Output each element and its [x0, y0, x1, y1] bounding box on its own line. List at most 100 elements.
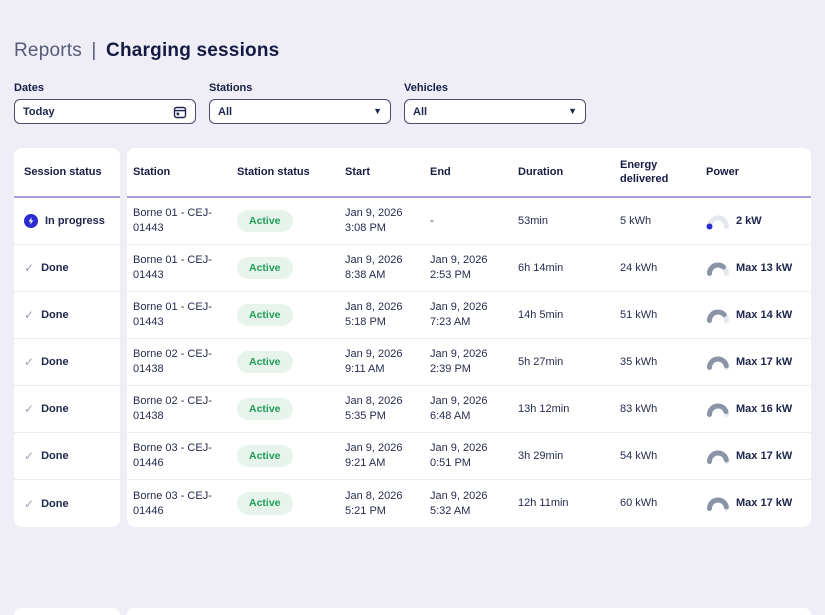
session-row[interactable]: Borne 01 - CEJ-01443 Active Jan 9, 2026 … — [127, 245, 811, 292]
filters-bar: Dates Today Stations All ▼ Vehicles — [14, 82, 811, 124]
session-status-cell[interactable]: ✓ Done — [14, 386, 120, 433]
done-check-icon: ✓ — [24, 449, 35, 463]
sessions-rows: Borne 01 - CEJ-01443 Active Jan 9, 2026 … — [127, 198, 811, 527]
stations-filter-select[interactable]: All ▼ — [209, 99, 391, 124]
station-cell: Borne 02 - CEJ-01438 — [133, 348, 212, 375]
done-check-icon: ✓ — [24, 402, 35, 416]
charging-sessions-table: Session status ✓ In progress ✓ Done ✓ Do… — [14, 148, 811, 527]
column-header-end: End — [430, 165, 451, 178]
power-cell: Max 14 kW — [706, 307, 811, 324]
end-time: 2:53 PM — [430, 269, 471, 281]
session-row[interactable]: Borne 01 - CEJ-01443 Active Jan 9, 2026 … — [127, 198, 811, 245]
session-status-cell[interactable]: ✓ Done — [14, 480, 120, 527]
table-header-row: Station Station status Start End Duratio… — [127, 148, 811, 198]
session-status-label: Done — [41, 309, 69, 321]
column-header-energy: Energy delivered — [620, 158, 669, 185]
station-cell: Borne 01 - CEJ-01443 — [133, 207, 212, 234]
power-cell: Max 16 kW — [706, 401, 811, 418]
done-check-icon: ✓ — [24, 496, 35, 511]
start-date: Jan 9, 2026 — [345, 254, 403, 267]
session-status-cell[interactable]: ✓ Done — [14, 292, 120, 339]
start-time: 9:21 AM — [345, 457, 386, 469]
session-status-cell[interactable]: ✓ In progress — [14, 198, 120, 245]
column-header-power: Power — [706, 165, 740, 178]
stations-filter-label: Stations — [209, 82, 253, 94]
end-cell: Jan 9, 2026 0:51 PM — [430, 441, 518, 471]
start-date: Jan 9, 2026 — [345, 207, 403, 220]
station-cell: Borne 03 - CEJ-01446 — [133, 489, 212, 517]
session-status-column-card: Session status ✓ In progress ✓ Done ✓ Do… — [14, 148, 120, 527]
power-gauge-icon — [707, 262, 729, 276]
station-status-badge: Active — [237, 209, 293, 233]
page-title-prefix: Reports — [14, 40, 82, 61]
vehicles-filter-label: Vehicles — [404, 82, 449, 94]
dates-filter-label: Dates — [14, 82, 44, 94]
end-date: Jan 9, 2026 — [430, 348, 488, 361]
done-check-icon: ✓ — [24, 355, 35, 369]
session-status-label: Done — [41, 356, 69, 368]
power-gauge-icon — [707, 356, 729, 370]
chevron-down-icon: ▼ — [373, 106, 382, 116]
end-cell: Jan 9, 2026 2:53 PM — [430, 253, 518, 283]
session-row[interactable]: Borne 03 - CEJ-01446 Active Jan 8, 2026 … — [127, 480, 811, 527]
station-status-cell: Active — [237, 350, 345, 374]
column-header-duration: Duration — [518, 165, 564, 178]
station-status-badge: Active — [237, 397, 293, 421]
session-status-rows: ✓ In progress ✓ Done ✓ Done ✓ Done ✓ Don… — [14, 198, 120, 527]
power-value-label: Max 17 kW — [736, 449, 793, 462]
session-status-label: Done — [41, 262, 69, 274]
energy-cell: 35 kWh — [620, 355, 658, 368]
vehicles-filter: Vehicles All ▼ — [404, 82, 586, 124]
session-row[interactable]: Borne 01 - CEJ-01443 Active Jan 8, 2026 … — [127, 292, 811, 339]
done-check-icon: ✓ — [24, 308, 35, 322]
station-status-badge: Active — [237, 256, 293, 280]
power-value-label: 2 kW — [736, 214, 762, 227]
power-value-label: Max 17 kW — [736, 355, 793, 368]
dates-filter-value: Today — [23, 105, 55, 118]
start-date: Jan 9, 2026 — [345, 348, 403, 361]
power-cell: 2 kW — [706, 213, 811, 230]
start-date: Jan 8, 2026 — [345, 301, 403, 314]
station-status-badge: Active — [237, 444, 293, 468]
power-value-label: Max 14 kW — [736, 308, 793, 321]
end-date: Jan 9, 2026 — [430, 489, 488, 502]
dates-filter: Dates Today — [14, 82, 196, 124]
energy-cell: 51 kWh — [620, 308, 658, 321]
page-title-separator: | — [91, 40, 97, 61]
station-status-cell: Active — [237, 209, 345, 233]
column-header-start: Start — [345, 165, 371, 178]
charging-bolt-icon — [24, 214, 38, 228]
column-header-station: Station — [133, 165, 171, 178]
session-row[interactable]: Borne 02 - CEJ-01438 Active Jan 9, 2026 … — [127, 339, 811, 386]
start-time: 9:11 AM — [345, 363, 385, 375]
start-date: Jan 8, 2026 — [345, 395, 403, 408]
session-status-cell[interactable]: ✓ Done — [14, 245, 120, 292]
next-section-card-main — [127, 608, 811, 615]
vehicles-filter-select[interactable]: All ▼ — [404, 99, 586, 124]
end-time: 6:48 AM — [430, 410, 471, 422]
end-date: Jan 9, 2026 — [430, 254, 488, 267]
chevron-down-icon: ▼ — [568, 106, 577, 116]
power-gauge-icon — [707, 497, 729, 511]
dates-filter-input[interactable]: Today — [14, 99, 196, 124]
session-status-cell[interactable]: ✓ Done — [14, 433, 120, 480]
start-cell: Jan 8, 2026 5:21 PM — [345, 489, 430, 519]
session-status-cell[interactable]: ✓ Done — [14, 339, 120, 386]
session-status-label: In progress — [45, 215, 105, 227]
power-gauge-icon — [707, 309, 729, 323]
start-cell: Jan 8, 2026 5:35 PM — [345, 394, 430, 424]
duration-cell: 3h 29min — [518, 449, 564, 462]
session-row[interactable]: Borne 03 - CEJ-01446 Active Jan 9, 2026 … — [127, 433, 811, 480]
start-cell: Jan 9, 2026 9:11 AM — [345, 347, 430, 377]
session-row[interactable]: Borne 02 - CEJ-01438 Active Jan 8, 2026 … — [127, 386, 811, 433]
energy-cell: 5 kWh — [620, 214, 652, 227]
energy-cell: 54 kWh — [620, 449, 658, 462]
session-status-label: Done — [41, 403, 69, 415]
power-cell: Max 17 kW — [706, 448, 811, 465]
energy-cell: 24 kWh — [620, 261, 658, 274]
station-status-cell: Active — [237, 492, 345, 515]
power-value-label: Max 16 kW — [736, 402, 793, 415]
table-header-session-status: Session status — [14, 148, 120, 198]
end-date: Jan 9, 2026 — [430, 442, 488, 455]
column-header-station-status: Station status — [237, 165, 310, 178]
